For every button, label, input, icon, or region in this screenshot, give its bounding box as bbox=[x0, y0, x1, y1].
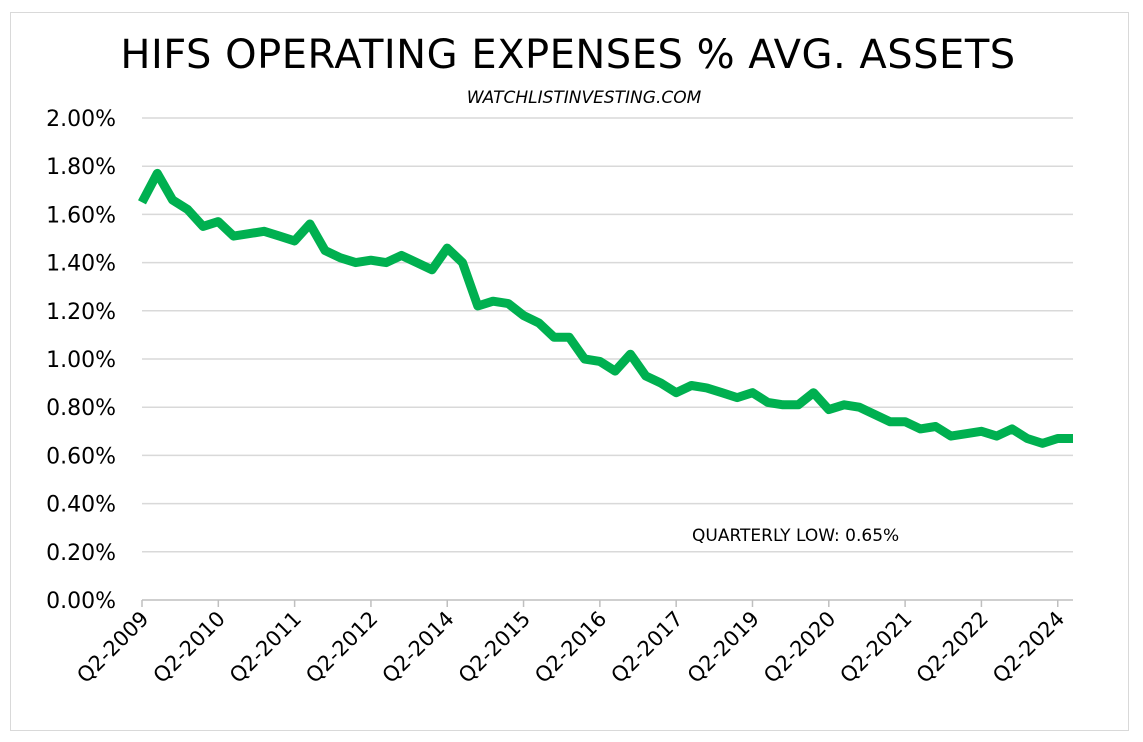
y-tick-label: 1.80% bbox=[46, 155, 116, 180]
x-tick-label: Q2-2012 bbox=[301, 607, 382, 688]
y-tick-label: 0.60% bbox=[46, 444, 116, 469]
y-tick-label: 1.60% bbox=[46, 203, 116, 228]
x-axis-ticks: Q2-2009Q2-2010Q2-2011Q2-2012Q2-2014Q2-20… bbox=[72, 607, 1069, 688]
series-line bbox=[138, 168, 1073, 448]
gridlines bbox=[142, 117, 1073, 553]
x-tick-label: Q2-2015 bbox=[454, 607, 535, 688]
y-tick-label: 1.40% bbox=[46, 252, 116, 277]
y-tick-label: 0.20% bbox=[46, 541, 116, 566]
y-tick-label: 2.00% bbox=[46, 107, 116, 132]
x-tick-label: Q2-2009 bbox=[72, 607, 153, 688]
y-tick-label: 0.00% bbox=[46, 589, 116, 614]
annotation-quarterly-low: QUARTERLY LOW: 0.65% bbox=[692, 526, 899, 546]
x-tick-label: Q2-2021 bbox=[835, 607, 916, 688]
chart-subtitle: WATCHLISTINVESTING.COM bbox=[466, 88, 702, 108]
x-tick-label: Q2-2011 bbox=[225, 607, 306, 688]
x-tick-label: Q2-2016 bbox=[530, 607, 611, 688]
y-tick-label: 1.20% bbox=[46, 300, 116, 325]
y-tick-label: 0.80% bbox=[46, 396, 116, 421]
x-tick-label: Q2-2014 bbox=[378, 607, 459, 688]
x-tick-label: Q2-2022 bbox=[912, 607, 993, 688]
chart-title: HIFS OPERATING EXPENSES % AVG. ASSETS bbox=[120, 32, 1016, 78]
x-tick-label: Q2-2020 bbox=[759, 607, 840, 688]
x-tick-label: Q2-2010 bbox=[149, 607, 230, 688]
x-tick-label: Q2-2019 bbox=[683, 607, 764, 688]
y-tick-label: 0.40% bbox=[46, 493, 116, 518]
x-tick-label: Q2-2017 bbox=[606, 607, 687, 688]
x-axis bbox=[141, 599, 1073, 607]
x-tick-label: Q2-2024 bbox=[988, 607, 1069, 688]
series-layer bbox=[138, 168, 1073, 448]
y-tick-label: 1.00% bbox=[46, 348, 116, 373]
chart-frame bbox=[10, 12, 1129, 731]
y-axis-ticks: 0.00% 0.20% 0.40% 0.60% 0.80% 1.00% 1.20% 1.40%… bbox=[46, 107, 116, 614]
